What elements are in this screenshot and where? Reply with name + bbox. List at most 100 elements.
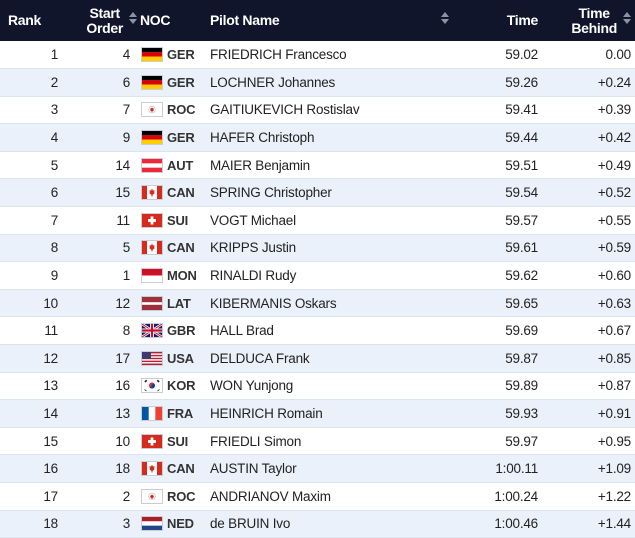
ger-flag-icon <box>141 130 163 146</box>
noc-header[interactable]: NOC <box>137 0 209 41</box>
start-order-cell: 17 <box>67 344 137 373</box>
noc-cell: SUI <box>137 206 209 235</box>
rank-cell: 17 <box>0 482 67 511</box>
table-row[interactable]: 6 15 CAN SPRING Christopher 59.54 +0.52 <box>0 178 635 208</box>
table-row[interactable]: 16 18 CAN AUSTIN Taylor 1:00.11 +1.09 <box>0 454 635 483</box>
noc-code: MON <box>167 268 197 284</box>
time-behind-cell: +0.59 <box>538 234 635 263</box>
table-row[interactable]: 2 6 GER LOCHNER Johannes 59.26 +0.24 <box>0 68 635 97</box>
noc-code: CAN <box>167 185 195 201</box>
pilot-name-cell[interactable]: MAIER Benjamin <box>209 151 454 180</box>
start-order-cell: 14 <box>67 151 137 180</box>
lat-flag-icon <box>141 295 163 311</box>
pilot-name-cell[interactable]: SPRING Christopher <box>209 178 454 208</box>
pilot-name-header[interactable]: Pilot Name <box>209 0 454 41</box>
table-row[interactable]: 18 3 NED de BRUIN Ivo 1:00.46 +1.44 <box>0 510 635 538</box>
pilot-name-cell[interactable]: KRIPPS Justin <box>209 234 454 263</box>
rank-header-label: Rank <box>8 12 42 28</box>
table-row[interactable]: 5 14 AUT MAIER Benjamin 59.51 +0.49 <box>0 151 635 180</box>
start-order-header-label: Start Order <box>86 4 123 36</box>
table-row[interactable]: 3 7 ROC GAITIUKEVICH Rostislav 59.41 +0.39 <box>0 96 635 125</box>
pilot-name-cell[interactable]: FRIEDLI Simon <box>209 427 454 456</box>
table-row[interactable]: 10 12 LAT KIBERMANIS Oskars 59.65 +0.63 <box>0 289 635 318</box>
time-cell: 59.61 <box>454 234 538 263</box>
sort-icon[interactable] <box>441 12 449 29</box>
start-order-header[interactable]: Start Order <box>67 0 137 41</box>
sort-icon[interactable] <box>129 12 137 29</box>
time-cell: 59.44 <box>454 123 538 152</box>
rank-cell: 16 <box>0 454 67 483</box>
fra-flag-icon <box>141 406 163 422</box>
noc-cell: ROC <box>137 96 209 125</box>
noc-code: SUI <box>167 433 189 449</box>
pilot-name-header-label: Pilot Name <box>210 12 280 28</box>
pilot-name-cell[interactable]: HAFER Christoph <box>209 123 454 152</box>
time-behind-cell: +1.22 <box>538 482 635 511</box>
sui-flag-icon <box>141 212 163 228</box>
table-row[interactable]: 11 8 GBR HALL Brad 59.69 +0.67 <box>0 316 635 346</box>
rank-cell: 12 <box>0 344 67 373</box>
start-order-cell: 2 <box>67 482 137 511</box>
pilot-name-cell[interactable]: AUSTIN Taylor <box>209 454 454 483</box>
time-cell: 1:00.46 <box>454 510 538 538</box>
pilot-name-cell[interactable]: KIBERMANIS Oskars <box>209 289 454 318</box>
time-cell: 59.62 <box>454 261 538 290</box>
table-row[interactable]: 9 1 MON RINALDI Rudy 59.62 +0.60 <box>0 261 635 290</box>
time-behind-cell: +0.42 <box>538 123 635 152</box>
pilot-name-cell[interactable]: RINALDI Rudy <box>209 261 454 290</box>
mon-flag-icon <box>141 268 163 284</box>
table-row[interactable]: 14 13 FRA HEINRICH Romain 59.93 +0.91 <box>0 399 635 428</box>
noc-code: GER <box>167 47 195 63</box>
table-row[interactable]: 7 11 SUI VOGT Michael 59.57 +0.55 <box>0 206 635 235</box>
time-behind-cell: +0.87 <box>538 372 635 401</box>
noc-cell: KOR <box>137 372 209 401</box>
table-header-row: Rank Start Order NOC <box>0 0 635 41</box>
pilot-name-cell[interactable]: WON Yunjong <box>209 372 454 401</box>
rank-header[interactable]: Rank <box>0 0 67 41</box>
time-header[interactable]: Time <box>454 0 539 41</box>
table-row[interactable]: 4 9 GER HAFER Christoph 59.44 +0.42 <box>0 123 635 152</box>
pilot-name-cell[interactable]: DELDUCA Frank <box>209 344 454 373</box>
time-behind-cell: +0.52 <box>538 178 635 208</box>
pilot-name-cell[interactable]: VOGT Michael <box>209 206 454 235</box>
pilot-name-cell[interactable]: HEINRICH Romain <box>209 399 454 428</box>
ger-flag-icon <box>141 74 163 90</box>
pilot-name-cell[interactable]: de BRUIN Ivo <box>209 510 454 538</box>
time-behind-cell: +0.85 <box>538 344 635 373</box>
pilot-name-cell[interactable]: HALL Brad <box>209 316 454 346</box>
rank-cell: 10 <box>0 289 67 318</box>
noc-code: GER <box>167 130 195 146</box>
rank-cell: 8 <box>0 234 67 263</box>
pilot-name-cell[interactable]: FRIEDRICH Francesco <box>209 41 454 70</box>
noc-code: SUI <box>167 212 189 228</box>
rank-cell: 15 <box>0 427 67 456</box>
time-behind-cell: +1.09 <box>538 454 635 483</box>
time-behind-cell: +0.91 <box>538 399 635 428</box>
pilot-name-cell[interactable]: GAITIUKEVICH Rostislav <box>209 96 454 125</box>
time-behind-header[interactable]: Time Behind <box>538 0 635 41</box>
gbr-flag-icon <box>141 323 163 339</box>
usa-flag-icon <box>141 350 163 366</box>
start-order-cell: 16 <box>67 372 137 401</box>
table-row[interactable]: 12 17 USA DELDUCA Frank 59.87 +0.85 <box>0 344 635 373</box>
time-cell: 59.41 <box>454 96 538 125</box>
time-cell: 59.89 <box>454 372 538 401</box>
table-row[interactable]: 17 2 ROC ANDRIANOV Maxim 1:00.24 +1.22 <box>0 482 635 511</box>
pilot-name-cell[interactable]: LOCHNER Johannes <box>209 68 454 97</box>
time-behind-cell: +0.95 <box>538 427 635 456</box>
rank-cell: 5 <box>0 151 67 180</box>
noc-code: GER <box>167 74 195 90</box>
start-order-cell: 15 <box>67 178 137 208</box>
table-row[interactable]: 15 10 SUI FRIEDLI Simon 59.97 +0.95 <box>0 427 635 456</box>
time-behind-cell: +0.24 <box>538 68 635 97</box>
table-row[interactable]: 13 16 KOR WON Yunjong 59.89 +0.87 <box>0 372 635 401</box>
table-row[interactable]: 8 5 CAN KRIPPS Justin 59.61 +0.59 <box>0 234 635 263</box>
time-cell: 59.93 <box>454 399 538 428</box>
table-row[interactable]: 1 4 GER FRIEDRICH Francesco 59.02 0.00 <box>0 41 635 70</box>
start-order-cell: 6 <box>67 68 137 97</box>
pilot-name-cell[interactable]: ANDRIANOV Maxim <box>209 482 454 511</box>
can-flag-icon <box>141 185 163 201</box>
start-order-cell: 11 <box>67 206 137 235</box>
sort-icon[interactable] <box>623 12 631 29</box>
rank-cell: 1 <box>0 41 67 70</box>
